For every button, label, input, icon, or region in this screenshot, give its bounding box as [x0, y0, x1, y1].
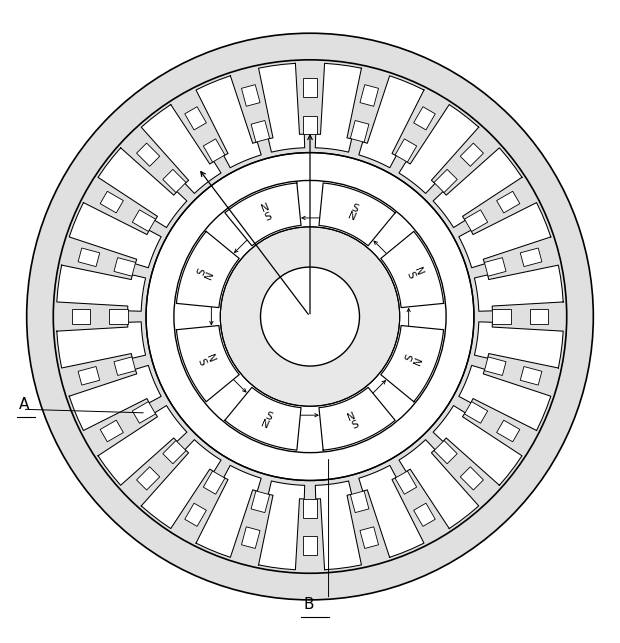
Text: S
N: S N	[195, 266, 216, 280]
Polygon shape	[303, 116, 317, 134]
Polygon shape	[57, 265, 146, 311]
Polygon shape	[492, 309, 511, 323]
Circle shape	[146, 152, 474, 480]
Polygon shape	[350, 120, 369, 142]
Polygon shape	[529, 309, 548, 323]
Circle shape	[174, 181, 446, 453]
Polygon shape	[225, 387, 301, 450]
Polygon shape	[136, 143, 160, 167]
Polygon shape	[484, 258, 506, 276]
Polygon shape	[316, 481, 361, 570]
Text: N
S: N S	[195, 352, 216, 367]
Polygon shape	[434, 169, 457, 192]
Polygon shape	[399, 440, 479, 529]
Polygon shape	[381, 325, 443, 402]
Polygon shape	[100, 192, 123, 213]
Polygon shape	[319, 183, 395, 246]
Polygon shape	[98, 406, 187, 485]
Polygon shape	[303, 78, 317, 97]
Polygon shape	[360, 85, 379, 106]
Polygon shape	[241, 85, 260, 106]
Polygon shape	[114, 258, 136, 276]
Polygon shape	[464, 210, 488, 231]
Circle shape	[27, 33, 593, 600]
Polygon shape	[259, 481, 304, 570]
Polygon shape	[459, 365, 551, 431]
Polygon shape	[177, 325, 239, 402]
Text: S
N: S N	[346, 202, 360, 222]
Polygon shape	[414, 503, 435, 527]
Polygon shape	[136, 467, 160, 490]
Polygon shape	[414, 107, 435, 130]
Polygon shape	[196, 76, 261, 168]
Polygon shape	[474, 322, 563, 368]
Text: N
S: N S	[404, 266, 425, 280]
Polygon shape	[459, 203, 551, 267]
Polygon shape	[185, 107, 206, 130]
Polygon shape	[359, 76, 424, 168]
Polygon shape	[141, 440, 221, 529]
Circle shape	[53, 60, 567, 574]
Polygon shape	[497, 192, 520, 213]
Polygon shape	[225, 183, 301, 246]
Polygon shape	[497, 420, 520, 442]
Polygon shape	[114, 357, 136, 376]
Polygon shape	[132, 210, 156, 231]
Polygon shape	[185, 503, 206, 527]
Circle shape	[260, 267, 360, 366]
Polygon shape	[241, 527, 260, 548]
Polygon shape	[109, 309, 128, 323]
Polygon shape	[78, 248, 100, 267]
Circle shape	[220, 227, 400, 406]
Polygon shape	[460, 143, 484, 167]
Polygon shape	[381, 231, 443, 307]
Polygon shape	[259, 64, 304, 152]
Polygon shape	[319, 387, 395, 450]
Polygon shape	[433, 148, 522, 228]
Polygon shape	[177, 231, 239, 307]
Polygon shape	[460, 467, 484, 490]
Polygon shape	[520, 248, 542, 267]
Polygon shape	[303, 536, 317, 555]
Text: N
S: N S	[260, 202, 274, 222]
Polygon shape	[395, 471, 417, 494]
Polygon shape	[360, 527, 379, 548]
Polygon shape	[141, 105, 221, 194]
Polygon shape	[464, 402, 488, 423]
Polygon shape	[251, 120, 270, 142]
Polygon shape	[316, 64, 361, 152]
Polygon shape	[100, 420, 123, 442]
Polygon shape	[520, 367, 542, 385]
Polygon shape	[474, 265, 563, 311]
Polygon shape	[303, 499, 317, 518]
Polygon shape	[484, 357, 506, 376]
Polygon shape	[359, 466, 424, 557]
Polygon shape	[399, 105, 479, 194]
Text: S
N: S N	[404, 352, 425, 367]
Polygon shape	[395, 139, 417, 162]
Text: B: B	[304, 597, 314, 612]
Polygon shape	[433, 406, 522, 485]
Polygon shape	[57, 322, 146, 368]
Polygon shape	[98, 148, 187, 228]
Text: S
N: S N	[260, 410, 274, 431]
Text: A: A	[19, 397, 30, 412]
Polygon shape	[78, 367, 100, 385]
Polygon shape	[203, 139, 225, 162]
Text: N
S: N S	[346, 410, 360, 431]
Polygon shape	[163, 169, 186, 192]
Polygon shape	[132, 402, 156, 423]
Polygon shape	[251, 491, 270, 512]
Polygon shape	[350, 491, 369, 512]
Polygon shape	[69, 203, 161, 267]
Polygon shape	[72, 309, 91, 323]
Polygon shape	[196, 466, 261, 557]
Polygon shape	[203, 471, 225, 494]
Polygon shape	[163, 440, 186, 464]
Polygon shape	[69, 365, 161, 431]
Polygon shape	[434, 440, 457, 464]
